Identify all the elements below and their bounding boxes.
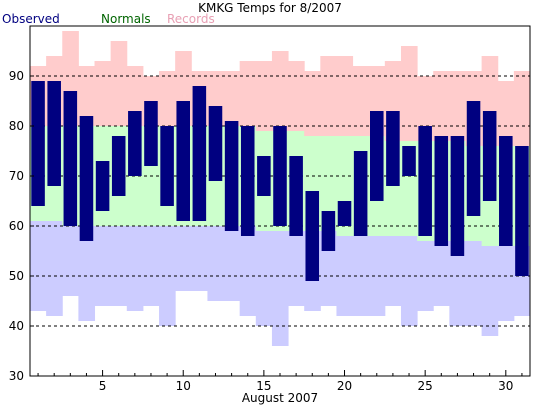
- observed-bar-day-8: [144, 101, 158, 166]
- observed-bar-day-21: [353, 151, 368, 236]
- y-tick-label-90: 90: [9, 69, 24, 83]
- observed-bar-day-29: [482, 111, 497, 201]
- record-low-band-day-2: [46, 221, 63, 316]
- record-low-band-day-28: [465, 241, 483, 326]
- observed-bar-day-25: [418, 126, 432, 236]
- record-high-band-day-31: [513, 71, 531, 146]
- record-low-band-day-17: [288, 231, 305, 306]
- legend-normals: Normals: [101, 12, 151, 26]
- record-low-band-day-3: [62, 226, 79, 296]
- axes: 30 40 50 60 70 80 90 5 10 15 20 25 30: [9, 69, 523, 393]
- record-high-band-day-26: [433, 71, 450, 141]
- observed-bar-day-18: [305, 191, 320, 281]
- observed-bar-day-28: [466, 101, 481, 216]
- observed-bar-day-13: [224, 121, 239, 231]
- y-tick-label-80: 80: [9, 119, 24, 133]
- x-tick-label-30: 30: [498, 379, 513, 393]
- observed-bar-day-24: [402, 146, 416, 176]
- record-low-band-day-25: [417, 241, 434, 311]
- legend-observed: Observed: [2, 12, 60, 26]
- record-low-band-day-5: [94, 226, 112, 306]
- observed-bar-day-26: [434, 136, 449, 246]
- record-high-band-day-20: [336, 56, 354, 136]
- x-tick-label-25: 25: [418, 379, 433, 393]
- observed-bar-day-3: [63, 91, 78, 226]
- y-tick-label-50: 50: [9, 269, 24, 283]
- x-axis-label: August 2007: [242, 391, 318, 405]
- record-low-band-day-27: [449, 241, 466, 326]
- record-high-band-day-24: [400, 46, 418, 141]
- record-low-band-day-22: [368, 236, 386, 316]
- observed-bar-day-22: [370, 111, 384, 201]
- normal-band-day-19: [320, 136, 337, 231]
- record-low-band-day-14: [239, 226, 257, 316]
- observed-bar-day-10: [176, 101, 190, 221]
- observed-bar-day-16: [273, 126, 287, 226]
- record-low-band-day-13: [223, 226, 241, 301]
- observed-bar-day-4: [79, 116, 94, 241]
- record-low-band-day-6: [110, 226, 128, 306]
- record-high-band-day-13: [223, 71, 241, 126]
- x-tick-label-5: 5: [99, 379, 107, 393]
- record-high-band-day-27: [449, 71, 466, 141]
- record-low-band-day-9: [159, 226, 176, 326]
- record-low-band-day-7: [126, 226, 144, 311]
- y-tick-label-60: 60: [9, 219, 24, 233]
- record-high-band-day-16: [271, 51, 289, 131]
- observed-bar-day-15: [257, 156, 271, 196]
- x-tick-label-10: 10: [176, 379, 191, 393]
- observed-bar-day-17: [289, 156, 303, 236]
- observed-bar-day-23: [386, 111, 400, 186]
- record-low-band-day-26: [433, 241, 450, 306]
- record-high-band-day-4: [78, 66, 96, 126]
- observed-bar-day-9: [160, 126, 174, 206]
- record-high-band-day-25: [417, 76, 434, 141]
- record-low-band-day-29: [481, 246, 499, 336]
- observed-bar-day-31: [515, 146, 529, 276]
- record-low-band-day-1: [30, 221, 47, 311]
- observed-bar-day-5: [95, 161, 110, 211]
- chart-title: KMKG Temps for 8/2007: [198, 1, 342, 15]
- record-low-band-day-24: [400, 236, 418, 326]
- record-high-band-day-6: [110, 41, 128, 126]
- y-tick-label-40: 40: [9, 319, 24, 333]
- record-low-band-day-8: [142, 226, 160, 306]
- observed-bar-day-20: [337, 201, 352, 226]
- record-low-band-day-11: [191, 226, 208, 291]
- observed-bar-day-12: [208, 106, 223, 181]
- observed-bar-day-27: [450, 136, 465, 256]
- record-high-band-day-17: [288, 61, 305, 131]
- observed-bar-day-14: [240, 126, 255, 236]
- record-high-band-day-18: [304, 71, 321, 136]
- observed-bars: [31, 81, 529, 281]
- record-low-band-day-23: [384, 236, 402, 306]
- observed-bar-day-2: [47, 81, 61, 186]
- observed-bar-day-30: [499, 136, 513, 246]
- record-low-band-day-15: [255, 231, 273, 326]
- observed-bar-day-6: [111, 136, 126, 196]
- record-high-band-day-19: [320, 56, 337, 136]
- record-low-band-day-10: [175, 226, 192, 291]
- x-tick-label-15: 15: [256, 379, 271, 393]
- x-tick-label-20: 20: [337, 379, 352, 393]
- y-tick-label-30: 30: [9, 369, 24, 383]
- record-high-band-day-9: [159, 71, 176, 126]
- observed-bar-day-7: [128, 111, 142, 176]
- record-low-band-day-4: [78, 226, 96, 321]
- record-high-band-day-21: [352, 66, 370, 136]
- observed-bar-day-11: [192, 86, 207, 221]
- legend-records: Records: [167, 12, 215, 26]
- record-high-band-day-30: [497, 81, 515, 146]
- record-high-band-day-5: [94, 61, 112, 126]
- record-high-band-day-15: [255, 61, 273, 131]
- observed-bar-day-1: [31, 81, 45, 206]
- record-high-band-day-14: [239, 61, 257, 126]
- record-low-band-day-12: [207, 226, 225, 301]
- y-tick-label-70: 70: [9, 169, 24, 183]
- record-low-band-day-30: [497, 246, 515, 321]
- record-low-band-day-16: [271, 231, 289, 346]
- observed-bar-day-19: [321, 211, 336, 251]
